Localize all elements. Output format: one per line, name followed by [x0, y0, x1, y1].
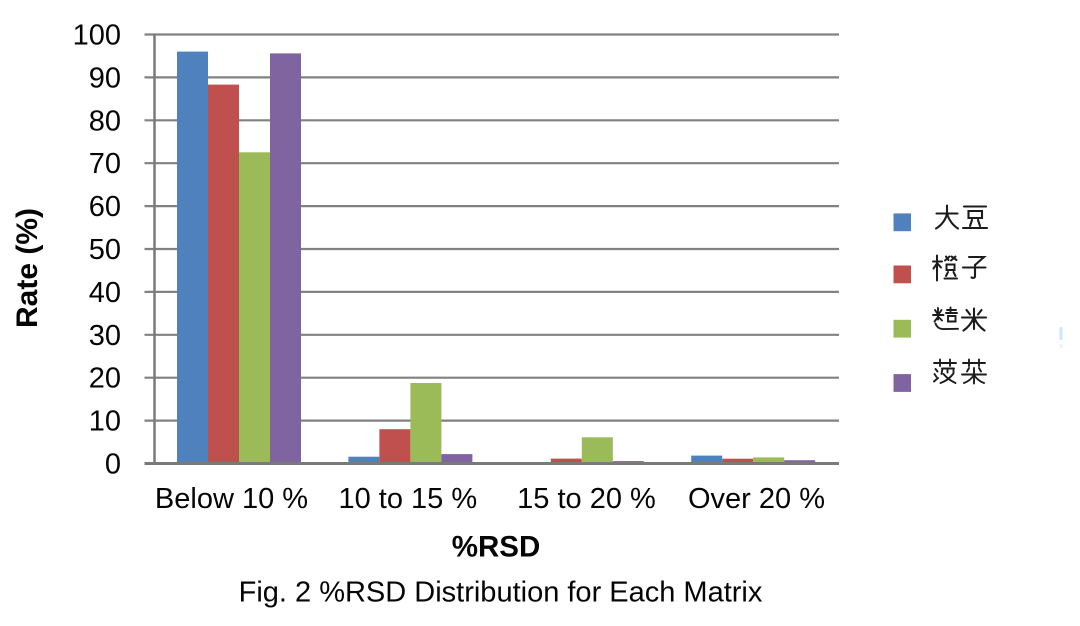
- svg-text:Fig. 2 %RSD Distribution for E: Fig. 2 %RSD Distribution for Each Matrix: [239, 577, 763, 609]
- svg-text:Over 20 %: Over 20 %: [688, 483, 825, 515]
- svg-text:10: 10: [89, 406, 121, 438]
- svg-text:10 to 15 %: 10 to 15 %: [338, 483, 477, 515]
- svg-text:30: 30: [89, 320, 121, 352]
- svg-text:15 to 20 %: 15 to 20 %: [517, 483, 656, 515]
- svg-text:50: 50: [89, 234, 121, 266]
- svg-text:0: 0: [105, 449, 121, 481]
- svg-text:40: 40: [89, 277, 121, 309]
- svg-text:Below 10 %: Below 10 %: [155, 483, 308, 515]
- svg-text:80: 80: [89, 105, 121, 137]
- svg-text:Rate (%): Rate (%): [11, 208, 44, 328]
- svg-text:20: 20: [89, 363, 121, 395]
- svg-text:%RSD: %RSD: [452, 530, 541, 563]
- svg-text:60: 60: [89, 191, 121, 223]
- svg-text:100: 100: [73, 20, 121, 52]
- svg-text:70: 70: [89, 148, 121, 180]
- svg-text:90: 90: [89, 62, 121, 94]
